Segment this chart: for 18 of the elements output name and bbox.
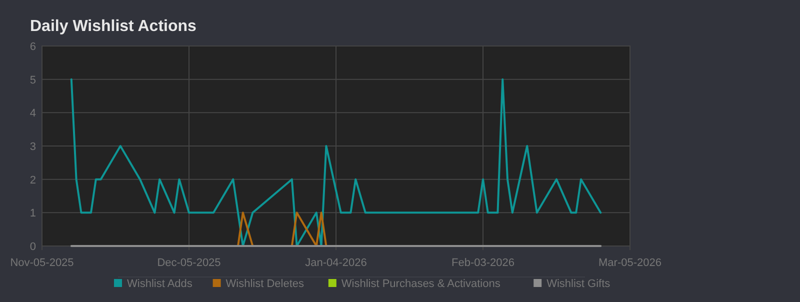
y-tick-label: 3: [30, 141, 36, 153]
legend-label: Wishlist Deletes: [226, 278, 305, 290]
y-tick-label: 4: [30, 108, 36, 120]
y-tick-label: 1: [30, 208, 36, 220]
x-tick-label: Dec-05-2025: [157, 257, 221, 269]
line-series: [70, 78, 602, 247]
chart-title: Daily Wishlist Actions: [30, 18, 197, 35]
y-tick-label: 6: [30, 41, 36, 53]
legend-label: Wishlist Adds: [127, 278, 193, 290]
x-tick-label: Mar-05-2026: [598, 257, 662, 269]
y-tick-label: 0: [30, 241, 36, 253]
y-tick-label: 5: [30, 74, 36, 86]
x-tick-label: Jan-04-2026: [305, 257, 367, 269]
legend-label: Wishlist Gifts: [546, 278, 611, 290]
x-tick-label: Nov-05-2025: [10, 257, 74, 269]
y-tick-label: 2: [30, 174, 36, 186]
x-tick-label: Feb-03-2026: [452, 257, 514, 269]
legend-label: Wishlist Purchases & Activations: [341, 278, 501, 290]
